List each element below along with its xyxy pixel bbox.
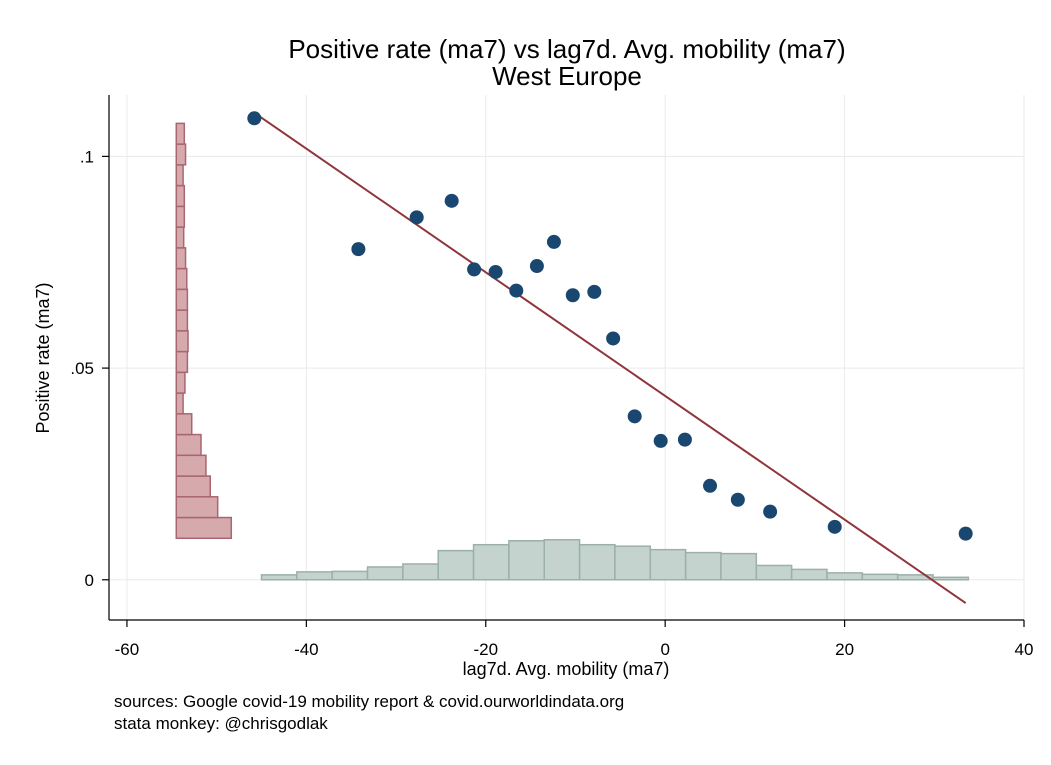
x-histogram-bar — [472, 543, 510, 581]
y-histogram-bar — [175, 288, 189, 311]
scatter-point — [730, 492, 745, 507]
y-histogram-bar — [175, 164, 184, 187]
x-tick-label: 40 — [1015, 640, 1034, 659]
y-histogram-bar — [175, 496, 219, 519]
y-histogram-bar — [175, 433, 202, 457]
y-tick-label: .05 — [70, 359, 94, 378]
y-histogram-bar — [175, 413, 193, 436]
x-histogram-bar — [614, 545, 652, 581]
scatter-point — [444, 193, 459, 208]
y-histogram-bar — [175, 392, 184, 415]
x-histogram-bar — [720, 552, 758, 581]
scatter-point — [529, 259, 544, 274]
y-histogram-bar — [175, 226, 185, 249]
scatter-point — [247, 111, 262, 126]
fit-line — [253, 111, 967, 604]
x-histogram-bar — [826, 572, 864, 581]
scatter-point — [467, 262, 482, 277]
y-histogram-bar — [175, 454, 207, 477]
x-histogram-bar — [366, 566, 404, 581]
x-histogram-bar — [578, 543, 616, 581]
scatter-point — [409, 210, 424, 225]
x-histogram-bar — [790, 568, 828, 581]
x-histogram-bar — [260, 574, 298, 581]
y-histogram-bar — [175, 267, 188, 291]
scatter-point — [627, 409, 642, 424]
scatter-point — [565, 288, 580, 303]
fit-line-group — [253, 111, 967, 604]
x-ticks: -60 -40 -20 0 20 40 — [115, 620, 1034, 659]
y-tick-label: .1 — [80, 147, 94, 166]
x-histogram-bar — [296, 571, 333, 581]
x-histogram-bar — [649, 548, 687, 581]
axes — [108, 95, 1024, 621]
y-ticks: 0 .05 .1 — [70, 147, 109, 590]
x-histogram-bar — [331, 570, 369, 581]
y-tick-label: 0 — [85, 571, 94, 590]
y-histogram-bar — [175, 184, 186, 208]
scatter-point — [763, 504, 778, 519]
chart-title: Positive rate (ma7) vs lag7d. Avg. mobil… — [288, 34, 845, 64]
x-tick-label: 0 — [660, 640, 669, 659]
scatter-point — [703, 478, 718, 493]
y-histogram-bar — [175, 371, 186, 394]
scatter-point — [488, 264, 503, 279]
scatter-point — [827, 519, 842, 534]
scatter-point — [546, 234, 561, 249]
scatter-point — [606, 331, 621, 346]
y-histogram-bar — [175, 247, 187, 270]
x-histogram-bar — [543, 539, 581, 581]
y-histogram-bar — [175, 516, 233, 540]
y-histogram-bar — [175, 122, 186, 145]
x-tick-label: -40 — [294, 640, 319, 659]
x-tick-label: -20 — [473, 640, 498, 659]
y-histogram-bar — [175, 330, 189, 353]
x-histogram-bar — [508, 540, 546, 581]
x-tick-label: 20 — [835, 640, 854, 659]
x-histogram — [260, 539, 970, 581]
x-axis-label: lag7d. Avg. mobility (ma7) — [463, 659, 670, 679]
y-histogram-bar — [175, 475, 212, 498]
y-histogram — [175, 122, 233, 540]
scatter-point — [653, 433, 668, 448]
scatter-point — [958, 526, 973, 541]
scatter-point — [677, 432, 692, 447]
x-histogram-bar — [402, 563, 439, 581]
scatter-point — [587, 284, 602, 299]
x-histogram-bar — [437, 549, 475, 581]
y-histogram-bar — [175, 205, 186, 228]
y-histogram-bar — [175, 143, 187, 166]
source-note: sources: Google covid-19 mobility report… — [114, 692, 624, 711]
x-histogram-bar — [684, 551, 722, 581]
x-tick-label: -60 — [115, 640, 140, 659]
author-note: stata monkey: @chrisgodlak — [114, 714, 328, 733]
chart-subtitle: West Europe — [492, 61, 642, 91]
y-histogram-bar — [175, 350, 189, 374]
scatter-point — [351, 242, 366, 257]
x-histogram-bar — [861, 573, 899, 581]
y-axis-label: Positive rate (ma7) — [33, 282, 53, 433]
x-histogram-bar — [755, 564, 793, 581]
scatter-points — [247, 111, 973, 541]
y-histogram-bar — [175, 309, 189, 332]
scatter-point — [509, 283, 524, 298]
x-histogram-bar — [932, 576, 970, 581]
